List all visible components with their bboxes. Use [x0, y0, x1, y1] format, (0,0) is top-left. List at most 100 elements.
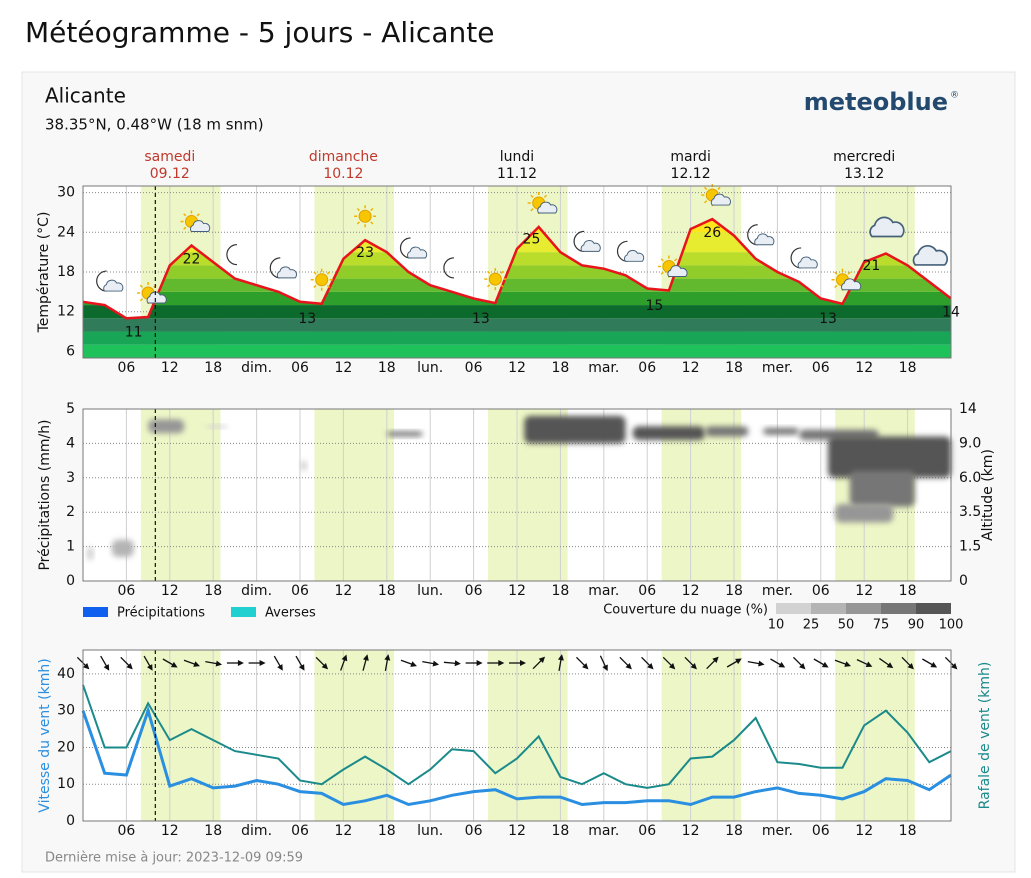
weather-icon [137, 281, 167, 304]
x-tick-label: 06 [291, 823, 309, 839]
extreme-label: 13 [472, 311, 490, 327]
wind-arrow [295, 655, 305, 671]
wind-arrow [662, 656, 676, 670]
y-tick-label: 6 [66, 343, 75, 359]
x-tick-label: 12 [682, 583, 700, 599]
location-name: Alicante [45, 84, 126, 108]
sun-ray [326, 284, 331, 289]
x-tick-label: 06 [117, 823, 135, 839]
x-tick-label: 06 [638, 360, 656, 376]
page-title: Météogramme - 5 jours - Alicante [25, 16, 494, 49]
arrow-head [735, 658, 742, 665]
x-tick-label: 12 [682, 360, 700, 376]
sun [488, 272, 502, 286]
cloud [407, 246, 428, 259]
arrow-head [538, 656, 546, 663]
wind-arrow [100, 655, 110, 671]
wind-arrow [340, 654, 348, 671]
arrow-head [799, 663, 806, 670]
wind-arrow [120, 656, 133, 670]
weather-icon [484, 268, 507, 291]
extreme-label: 21 [863, 258, 881, 274]
cloud-legend-label: 75 [873, 618, 890, 633]
cloud [797, 256, 818, 269]
weather-icon [616, 240, 645, 262]
cloud-legend-label: 100 [939, 618, 964, 633]
cloud-layer [835, 503, 894, 523]
sun [358, 209, 372, 223]
brand: meteoblue [804, 88, 948, 116]
temperature-line [82, 217, 952, 320]
y2-tick-label: 6.0 [959, 470, 981, 486]
cloud [754, 233, 775, 246]
sun-ray [183, 226, 187, 230]
wind-arrow [557, 654, 564, 671]
day-name: dimanche [309, 149, 378, 165]
wind-arrow [400, 659, 417, 667]
wind-arrow [443, 660, 461, 667]
sun-ray [139, 284, 143, 288]
sun-ray [313, 271, 317, 275]
x-tick-label: 12 [334, 583, 352, 599]
x-tick-label: 12 [508, 360, 526, 376]
cloud-layer [828, 436, 951, 478]
wind-arrow [487, 660, 505, 666]
cloud [912, 245, 949, 266]
cloud [537, 201, 558, 214]
cloud-layer [86, 546, 94, 561]
sun-ray [486, 284, 491, 288]
sun-ray [717, 186, 721, 190]
y2-tick-label: 9.0 [959, 435, 981, 451]
wind-arrow [726, 658, 742, 668]
x-tick-label: 06 [117, 360, 135, 376]
sun-ray [530, 194, 534, 198]
arrow-head [384, 654, 391, 661]
y2-axis-label: Altitude (km) [980, 449, 996, 541]
cloud-shape [912, 245, 949, 266]
cloud-layer [111, 539, 134, 557]
x-tick-label: 18 [899, 360, 917, 376]
sun-ray [313, 284, 317, 289]
cloud-legend-swatch [776, 603, 811, 614]
cloud-shape [580, 240, 601, 252]
daylight-band [488, 650, 568, 821]
x-tick-label: mer. [762, 360, 793, 376]
cloud-shape [624, 249, 645, 262]
weather-icon [869, 216, 905, 238]
x-tick-label: 12 [855, 583, 873, 599]
wind-arrow [465, 660, 483, 666]
weather-icon [226, 244, 237, 266]
x-tick-label: 18 [378, 823, 396, 839]
wind-arrow [619, 656, 632, 670]
wind-arrow [706, 656, 719, 670]
weather-icon [573, 230, 601, 252]
cloud-shape [190, 220, 211, 233]
arrow-head [690, 663, 697, 670]
y2-axis-label: Rafale de vent (kmh) [977, 662, 993, 810]
cloud-legend-label: 90 [908, 618, 925, 633]
x-tick-label: 06 [465, 360, 483, 376]
x-tick-label: 18 [899, 583, 917, 599]
cloud-layer [300, 460, 308, 471]
cloud-layer [386, 431, 423, 437]
y-axis-label: Précipitations (mm/h) [37, 419, 53, 570]
cloud-shape [869, 216, 905, 238]
arrow-head [277, 664, 283, 671]
arrow-head [298, 664, 305, 671]
x-tick-label: 18 [725, 823, 743, 839]
day-name: mercredi [833, 149, 895, 165]
cloud-legend-label: 10 [768, 618, 785, 633]
wind-arrow [599, 655, 608, 672]
weather-icon [399, 237, 428, 259]
x-tick-label: mar. [588, 583, 619, 599]
cloud-shape [407, 246, 428, 259]
wind-arrow [509, 660, 526, 666]
day-date: 09.12 [150, 166, 190, 182]
arrow-head [625, 663, 632, 670]
sun-ray [139, 298, 143, 302]
arrow-head [193, 661, 200, 667]
sun-ray [370, 221, 374, 225]
arrow-head [930, 661, 938, 668]
arrow-head [259, 660, 266, 666]
